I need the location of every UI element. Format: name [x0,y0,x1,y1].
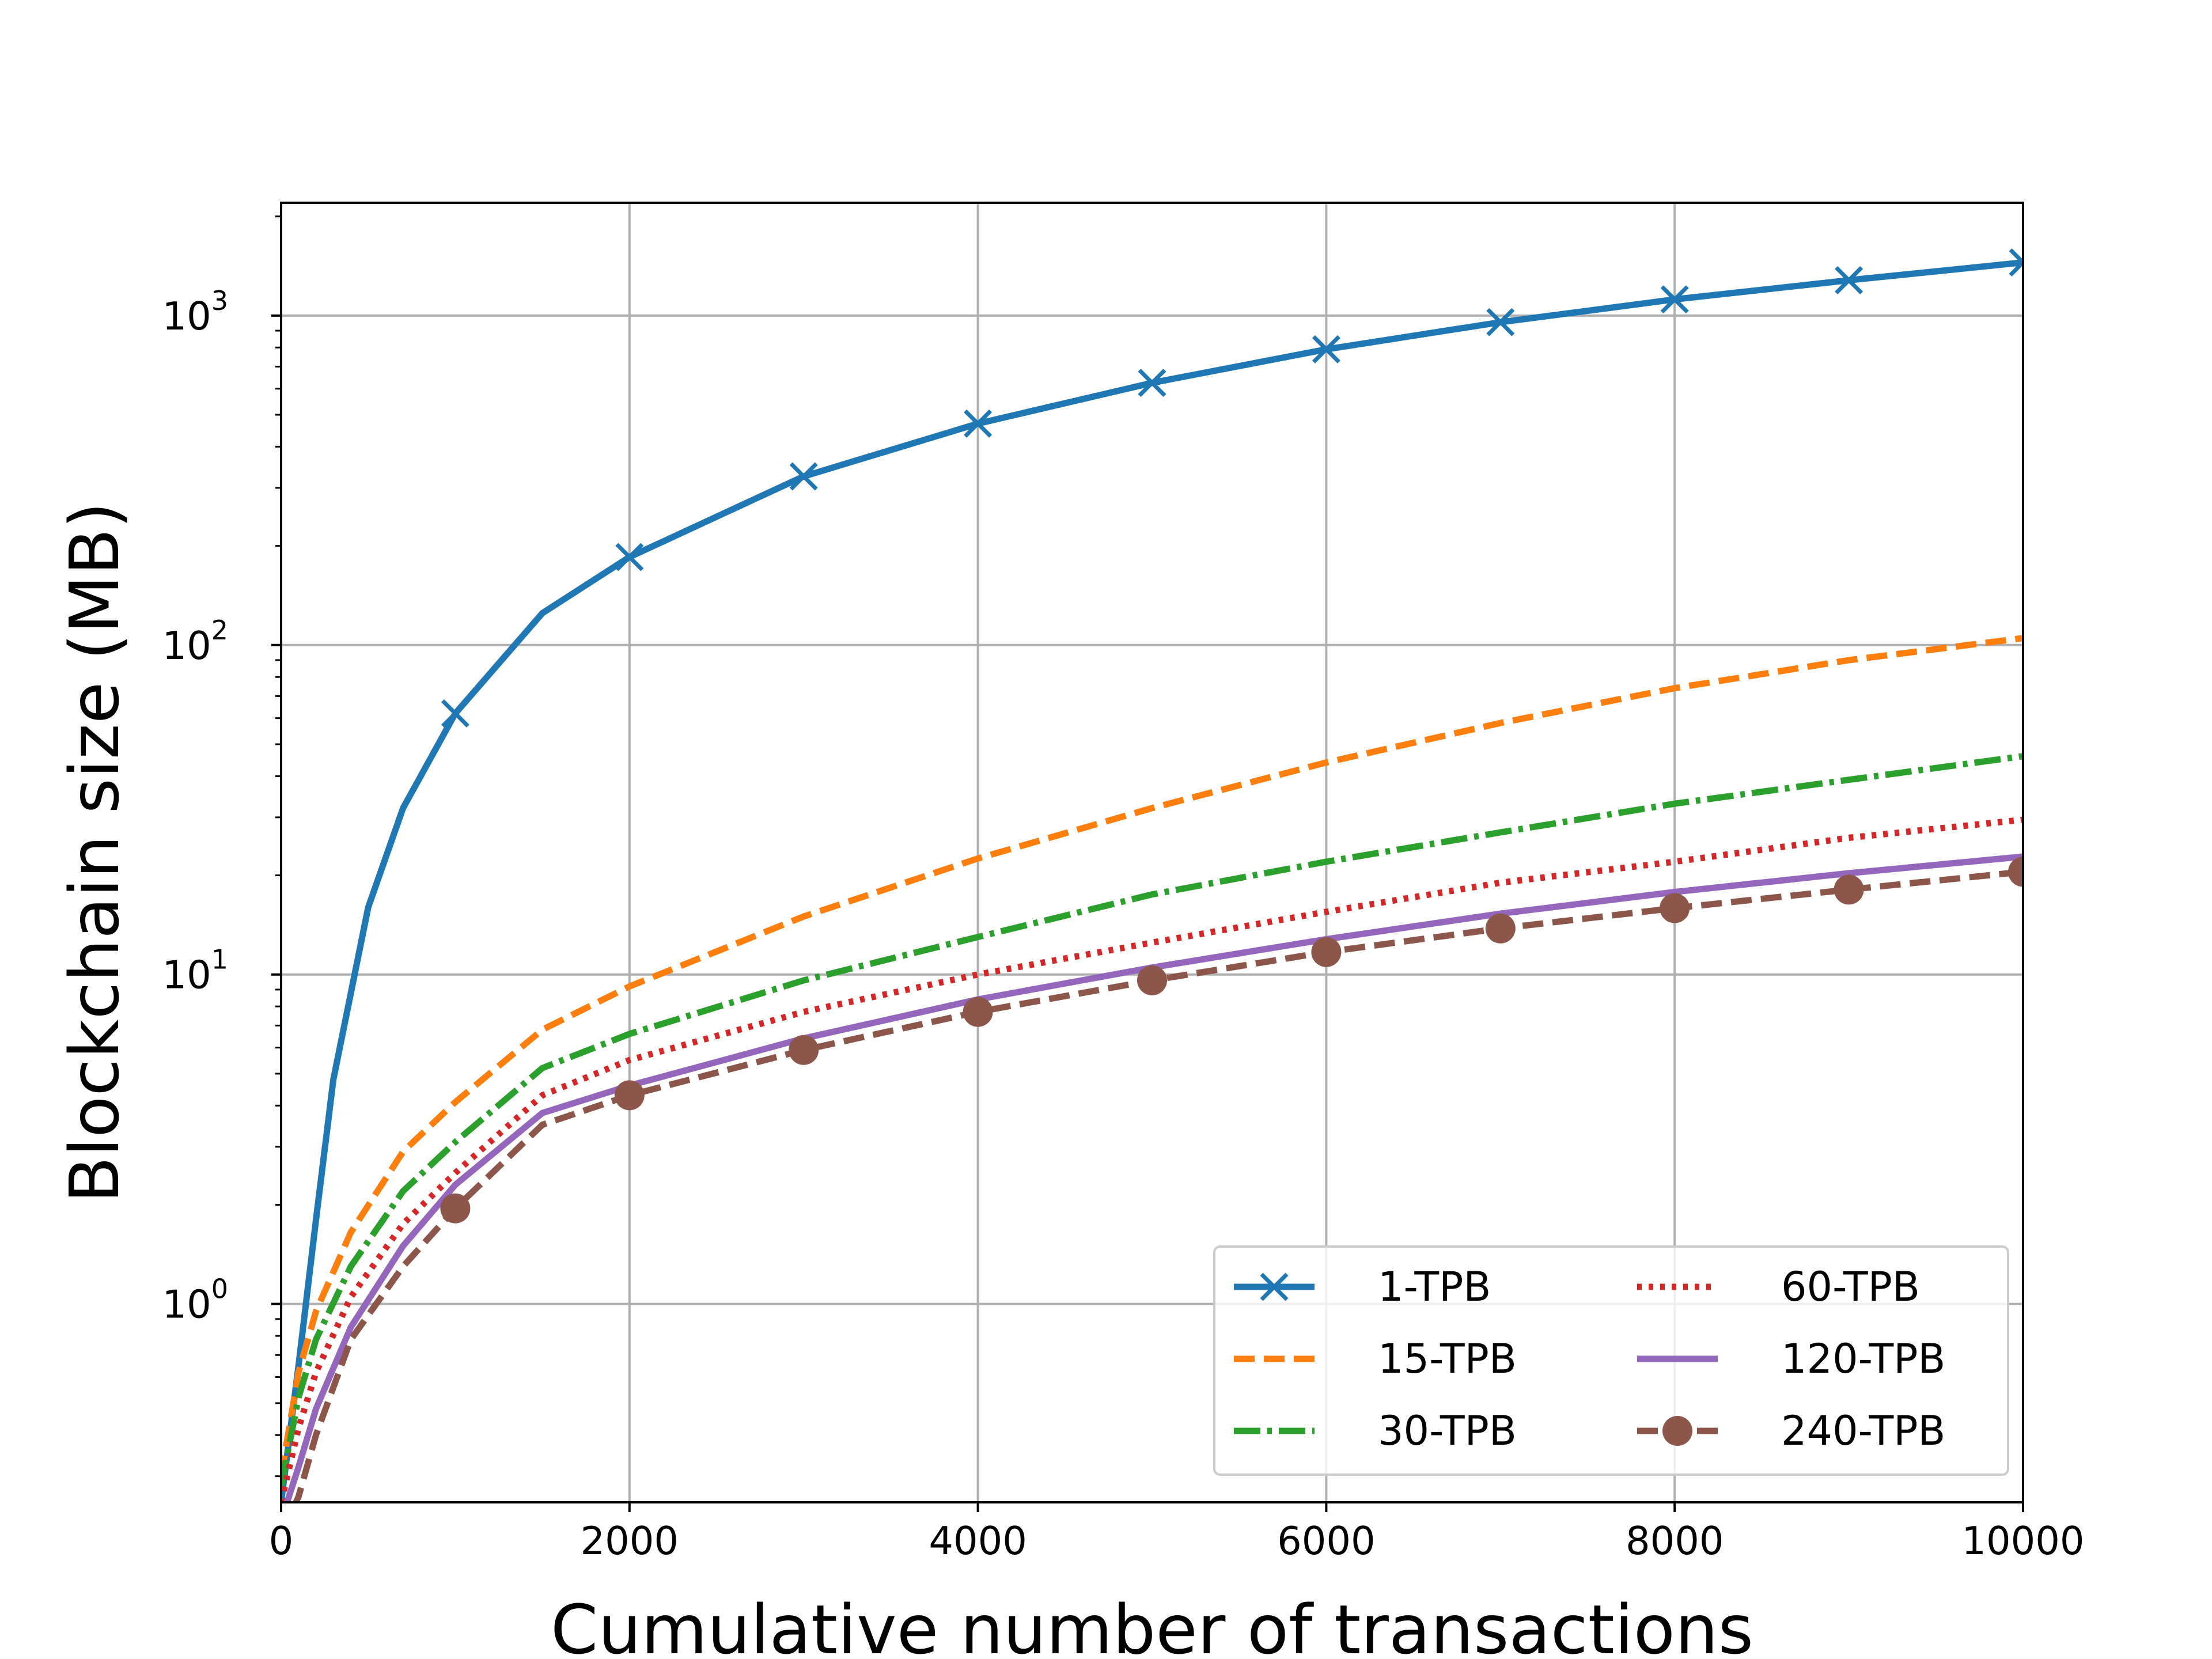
legend-label: 60-TPB [1781,1263,1920,1310]
y-tick-label: 102 [162,615,228,668]
y-tick-exponent: 3 [211,285,228,316]
series-line-15-TPB [281,635,2023,1477]
data-point-1-TPB [789,462,818,491]
data-point-240-TPB [614,1080,645,1111]
series-30-TPB [281,753,2023,1487]
data-point-240-TPB [963,997,993,1027]
series-240-TPB [292,857,2023,1502]
data-point-240-TPB [440,1193,471,1224]
y-tick-base: 10 [162,953,211,998]
legend-item-15-TPB: 15-TPB [1234,1335,1517,1382]
data-point-1-TPB [1835,266,1863,295]
data-point-240-TPB [1137,965,1167,995]
series-line-60-TPB [281,816,2023,1502]
legend-box [1213,1245,2009,1476]
plot-frame [280,202,2024,1503]
data-point-240-TPB [2008,857,2023,887]
series-line-30-TPB [281,753,2023,1487]
y-tick-label: 100 [162,1274,228,1327]
y-tick-exponent: 0 [211,1274,228,1305]
series-line-240-TPB [292,868,2023,1502]
y-tick-base: 10 [162,1282,211,1327]
data-point-1-TPB [1138,369,1166,397]
legend-label: 240-TPB [1781,1407,1945,1455]
data-point-240-TPB [1834,874,1864,905]
x-tick-label: 8000 [1626,1518,1724,1563]
legend-marker [1662,1416,1692,1446]
y-tick-label: 101 [162,944,228,998]
legend-label: 1-TPB [1378,1263,1491,1310]
data-point-1-TPB [1660,285,1689,314]
legend-item-120-TPB: 120-TPB [1637,1335,1945,1382]
legend: 1-TPB 15-TPB 30-TPB 60-TPB 120-TPB 240-TPB [1213,1245,2009,1476]
series-15-TPB [281,635,2023,1477]
y-tick-label: 103 [162,285,228,339]
legend-marker [1260,1272,1289,1301]
data-point-1-TPB [964,409,993,438]
legend-item-30-TPB: 30-TPB [1234,1407,1517,1455]
series-line-120-TPB [283,853,2023,1502]
x-tick-label: 2000 [581,1518,679,1563]
y-tick-base: 10 [162,623,211,668]
data-point-240-TPB [1311,937,1342,967]
series-1-TPB [281,248,2023,1502]
legend-item-60-TPB: 60-TPB [1637,1263,1920,1310]
legend-item-240-TPB: 240-TPB [1637,1407,1945,1455]
y-axis-title: Blockchain size (MB) [55,502,134,1203]
legend-label: 30-TPB [1378,1407,1517,1455]
series-60-TPB [281,816,2023,1502]
x-tick-label: 10000 [1961,1518,2084,1563]
legend-item-1-TPB: 1-TPB [1234,1263,1491,1310]
x-tick-label: 6000 [1277,1518,1376,1563]
data-point-1-TPB [1486,308,1515,336]
data-point-1-TPB [2009,248,2023,277]
data-point-240-TPB [1660,893,1690,923]
data-point-240-TPB [1485,913,1516,944]
series-120-TPB [283,853,2023,1502]
legend-label: 120-TPB [1781,1335,1945,1382]
series-layer [281,248,2023,1502]
x-tick-label: 0 [269,1518,294,1563]
data-point-1-TPB [615,543,644,571]
data-point-1-TPB [441,699,469,728]
x-axis-title: Cumulative number of transactions [551,1590,1753,1659]
y-tick-exponent: 1 [211,944,228,975]
y-tick-base: 10 [162,294,211,339]
data-point-240-TPB [789,1035,819,1065]
x-tick-label: 4000 [929,1518,1027,1563]
y-tick-exponent: 2 [211,615,228,646]
legend-label: 15-TPB [1378,1335,1517,1382]
data-point-1-TPB [1312,335,1340,363]
